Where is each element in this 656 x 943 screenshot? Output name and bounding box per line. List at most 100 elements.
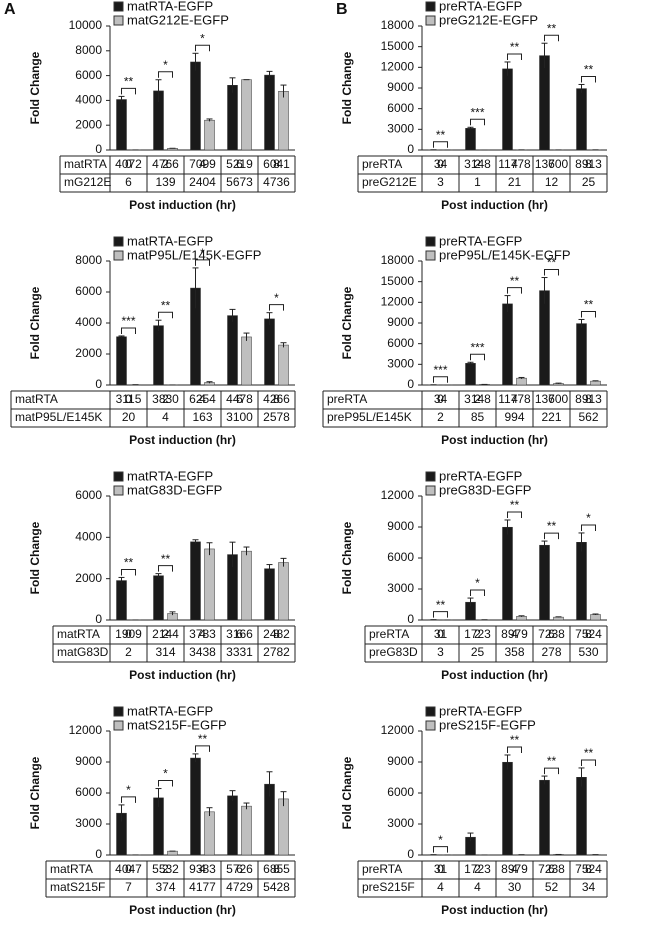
table-value: 7099: [189, 157, 216, 171]
table-value: 4766: [152, 157, 179, 171]
table-value: 34: [434, 392, 448, 406]
x-tick-label: 2: [474, 392, 481, 406]
significance-bracket: [581, 759, 596, 766]
significance-bracket: [195, 745, 210, 752]
table-value: 2578: [263, 410, 290, 424]
significance-bracket: [470, 589, 485, 597]
x-tick-label: 0: [437, 392, 444, 406]
legend-swatch: [425, 236, 436, 247]
y-tick-label: 8000: [75, 43, 102, 57]
y-tick-label: 12000: [381, 60, 415, 74]
legend-label: matG83D-EGFP: [127, 482, 222, 497]
legend-swatch: [113, 15, 124, 26]
y-axis-label: Fold Change: [340, 286, 354, 359]
table-value: 7238: [538, 862, 565, 876]
table-value: 163: [192, 410, 212, 424]
table-value: 6041: [263, 157, 290, 171]
table-row-label: preRTA: [327, 392, 367, 406]
table-row-label: preS215F: [362, 880, 415, 894]
significance-bracket: [433, 141, 448, 148]
significance-bracket: [544, 532, 559, 540]
legend-swatch: [113, 720, 124, 731]
legend-label: preRTA-EGFP: [439, 468, 522, 483]
y-tick-label: 6000: [75, 488, 102, 502]
y-tick-label: 12000: [69, 723, 103, 737]
table-value: 3783: [189, 627, 216, 641]
table-value: 994: [504, 410, 524, 424]
significance-label: **: [161, 298, 171, 312]
table-value: 13700: [535, 157, 569, 171]
table-value: 3148: [464, 392, 491, 406]
significance-bracket: [507, 287, 522, 294]
x-tick-label: 4: [511, 627, 518, 641]
x-tick-label: 8: [273, 157, 280, 171]
table-value: 1723: [464, 862, 491, 876]
y-tick-label: 12000: [381, 723, 415, 737]
table-value: 139: [155, 175, 175, 189]
table-value: 221: [541, 410, 561, 424]
significance-bracket: [121, 568, 136, 576]
table-row-label: matRTA: [64, 157, 107, 171]
bar: [153, 325, 164, 386]
bar: [516, 616, 527, 621]
significance-bracket: [470, 353, 485, 361]
significance-label: **: [124, 556, 134, 570]
significance-label: *: [274, 291, 279, 305]
table-value: 2: [437, 410, 444, 424]
significance-bracket: [433, 611, 448, 618]
table-value: 7524: [575, 627, 602, 641]
x-tick-label: 8: [585, 392, 592, 406]
y-tick-label: 9000: [387, 754, 414, 768]
x-tick-label: 8: [273, 862, 280, 876]
bar: [590, 380, 601, 386]
legend-label: matP95L/E145K-EGFP: [127, 247, 261, 262]
significance-bracket: [158, 71, 173, 78]
y-tick-label: 0: [407, 612, 414, 626]
table-value: 2: [125, 645, 132, 659]
bar: [278, 798, 289, 856]
bar: [116, 336, 127, 386]
table-value: 4047: [115, 862, 142, 876]
table-value: 3830: [152, 392, 179, 406]
table-value: 358: [504, 645, 524, 659]
y-tick-label: 12000: [381, 295, 415, 309]
x-axis-label: Post induction (hr): [441, 198, 548, 212]
x-tick-label: 8: [273, 392, 280, 406]
table-value: 530: [578, 645, 598, 659]
table-value: 31: [434, 627, 448, 641]
y-tick-label: 15000: [381, 274, 415, 288]
bar: [516, 377, 527, 386]
table-value: 278: [541, 645, 561, 659]
table-value: 1723: [464, 627, 491, 641]
significance-label: **: [547, 21, 557, 35]
significance-bracket: [121, 327, 136, 334]
x-tick-label: 2: [162, 392, 169, 406]
legend-swatch: [425, 485, 436, 496]
significance-bracket: [121, 87, 136, 95]
bar: [502, 303, 513, 386]
legend-swatch: [425, 1, 436, 12]
y-axis-label: Fold Change: [340, 51, 354, 124]
table-value: 2782: [263, 645, 290, 659]
bar: [264, 74, 275, 151]
significance-label: **: [124, 75, 134, 89]
bar: [502, 68, 513, 151]
legend-swatch: [425, 720, 436, 731]
table-value: 11778: [498, 392, 531, 406]
significance-label: **: [198, 732, 208, 746]
y-tick-label: 0: [407, 847, 414, 861]
legend-swatch: [113, 485, 124, 496]
significance-bracket: [470, 118, 485, 126]
significance-label: ***: [470, 340, 484, 354]
panel-label: A: [4, 1, 16, 18]
bar: [465, 128, 476, 151]
significance-bracket: [195, 44, 210, 52]
y-tick-label: 9000: [75, 754, 102, 768]
bar: [576, 88, 587, 151]
table-value: 9383: [189, 862, 216, 876]
table-value: 7524: [575, 862, 602, 876]
significance-label: *: [200, 31, 205, 45]
y-tick-label: 9000: [387, 80, 414, 94]
legend-swatch: [113, 706, 124, 717]
